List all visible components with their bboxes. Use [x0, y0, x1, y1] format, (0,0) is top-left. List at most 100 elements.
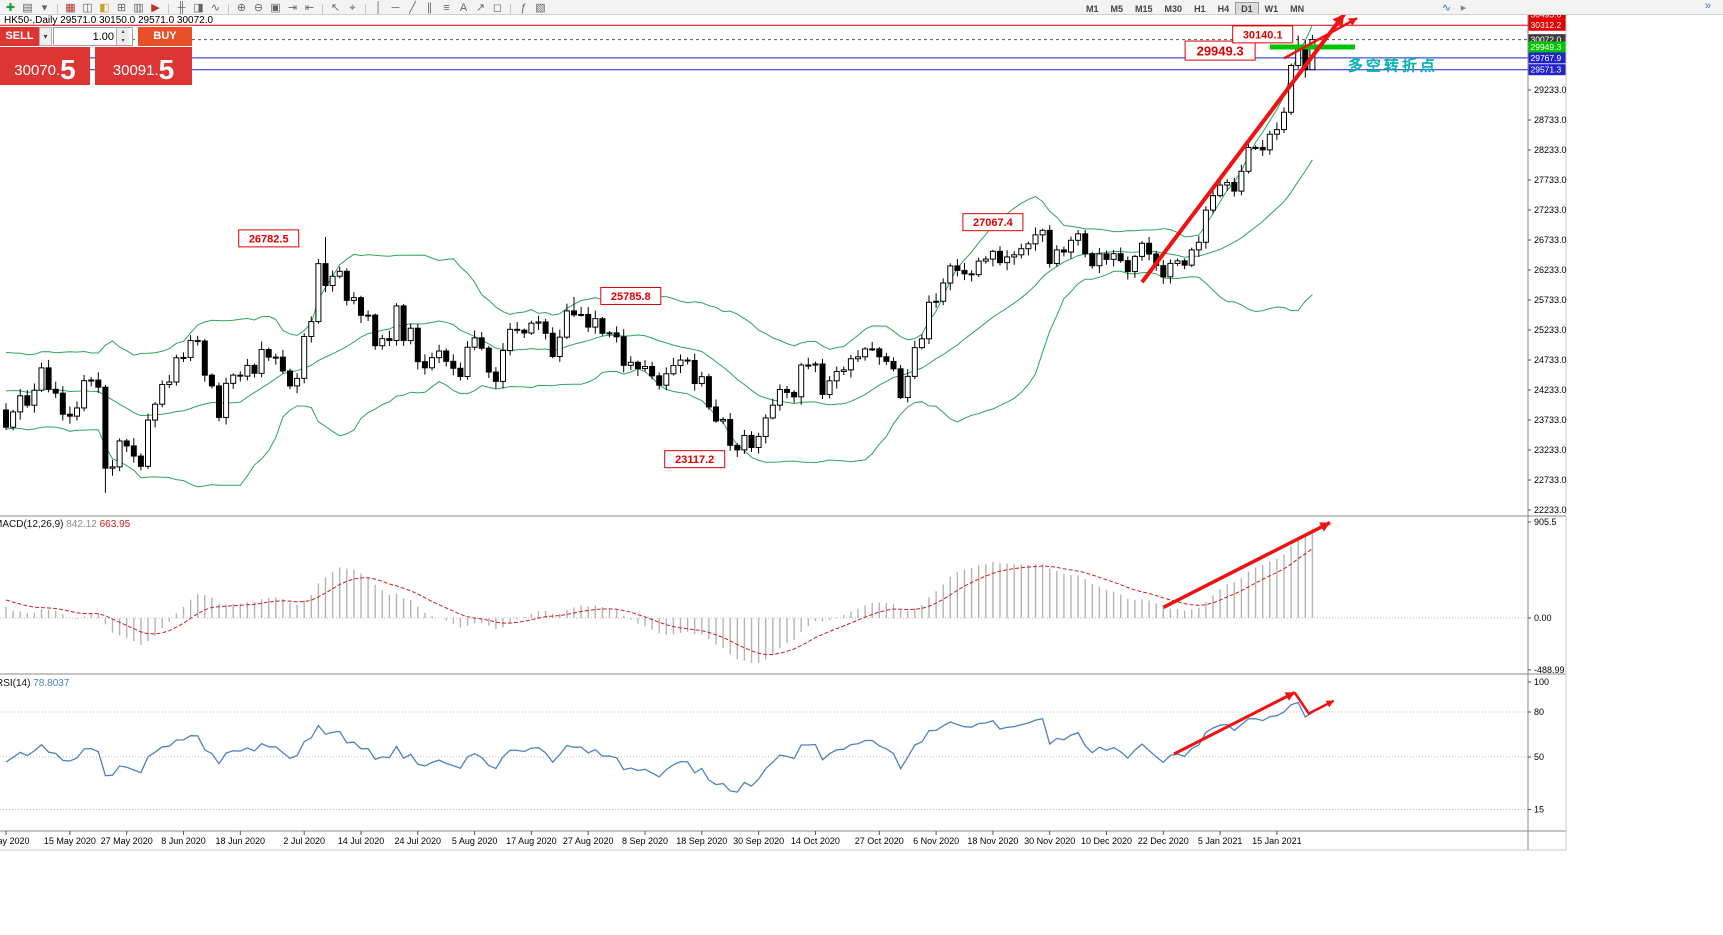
svg-text:27233.0: 27233.0 [1534, 205, 1567, 215]
sell-price-dot: . [55, 62, 61, 79]
channel-icon[interactable]: ∥ [426, 2, 433, 14]
date-tick-label: 5 Jan 2021 [1198, 836, 1243, 846]
price-callout[interactable]: 30140.1 [1232, 25, 1294, 44]
macd-indicator-label: MACD(12,26,9) 842.12 663.95 [0, 519, 130, 530]
date-tick-label: 14 Oct 2020 [791, 836, 840, 846]
one-click-trading-panel: SELL ▾ ▴ ▾ BUY 30070.5 30091.5 [0, 27, 192, 85]
sell-price-display[interactable]: 30070. 5 [0, 47, 90, 85]
trend-arrow[interactable] [1162, 521, 1331, 609]
shapes-icon[interactable]: ◻ [492, 2, 503, 14]
volume-input[interactable] [54, 28, 116, 45]
timeframe-button-d1[interactable]: D1 [1235, 2, 1259, 14]
templates-icon[interactable]: ▧ [535, 2, 546, 14]
main-price-panel[interactable] [0, 14, 1528, 493]
svg-text:28233.0: 28233.0 [1534, 145, 1567, 155]
autotrading-icon[interactable]: ▶ [151, 2, 160, 14]
svg-text:905.5: 905.5 [1534, 517, 1557, 527]
arrows-tool-icon[interactable]: ↗ [475, 2, 486, 14]
macd-name: MACD(12,26,9) [0, 519, 64, 530]
svg-text:25785.8: 25785.8 [611, 291, 651, 303]
svg-text:26733.0: 26733.0 [1534, 235, 1567, 245]
date-tick-label: 27 May 2020 [101, 836, 153, 846]
buy-price-display[interactable]: 30091. 5 [95, 47, 192, 85]
trend-arrow[interactable] [1173, 691, 1296, 756]
price-axis[interactable]: 29233.0 28733.0 28233.0 27733.0 27233.0 26733… [0, 8, 1567, 851]
svg-text:25233.0: 25233.0 [1534, 325, 1567, 335]
svg-text:-488.99: -488.99 [1534, 665, 1565, 675]
timeframe-button-w1[interactable]: W1 [1264, 4, 1279, 14]
price-callout-labels[interactable]: 26782.5 25785.8 23117.2 27067.4 29949.3 30140… [238, 25, 1294, 469]
order-type-dropdown[interactable]: ▾ [39, 27, 52, 46]
volume-decrease-button[interactable]: ▾ [117, 36, 129, 45]
rsi-current-value: 78.8037 [33, 678, 70, 689]
date-tick-label: 4 May 2020 [0, 836, 30, 846]
date-tick-label: 8 Sep 2020 [622, 836, 668, 846]
date-tick-label: 18 Sep 2020 [676, 836, 727, 846]
svg-text:30072.0: 30072.0 [1531, 35, 1562, 45]
rsi-panel[interactable] [0, 701, 1528, 810]
volume-increase-button[interactable]: ▴ [117, 28, 129, 37]
price-callout[interactable]: 26782.5 [238, 229, 300, 248]
cursor-icon[interactable]: ↖ [330, 2, 341, 14]
autoscroll-icon[interactable]: ⇥ [287, 2, 298, 14]
new-order-icon[interactable]: ✚ [5, 2, 16, 14]
timeframe-button-mn[interactable]: MN [1290, 4, 1305, 14]
buy-price-int: 30091 [112, 62, 155, 79]
terminal-icon[interactable]: ⊞ [116, 2, 127, 14]
sell-price-int: 30070 [14, 62, 56, 79]
price-callout[interactable]: 27067.4 [962, 213, 1024, 232]
scroll-right-icon[interactable]: ▸ [1460, 2, 1467, 14]
strategy-tester-icon[interactable]: ▥ [133, 2, 144, 14]
timeframe-button-h1[interactable]: H1 [1194, 4, 1206, 14]
macd-panel[interactable] [0, 528, 1528, 664]
candlestick-chart-icon[interactable]: ◨ [193, 2, 204, 14]
trend-arrow[interactable] [1140, 12, 1346, 284]
new-chart-icon[interactable]: ▤ [22, 2, 33, 14]
drawing-objects-layer[interactable]: 26782.5 25785.8 23117.2 27067.4 29949.3 30140… [238, 12, 1438, 756]
toolbar-separator [57, 3, 58, 14]
macd-signal-value: 663.95 [99, 519, 131, 530]
price-callout[interactable]: 29949.3 [1184, 40, 1256, 61]
cn-annotation-text[interactable]: 多空转折点 [1348, 57, 1438, 75]
line-chart-icon[interactable]: ∿ [210, 2, 221, 14]
data-window-icon[interactable]: ◫ [82, 2, 93, 14]
text-label-icon[interactable]: A [459, 2, 468, 14]
timeframe-button-m30[interactable]: M30 [1164, 4, 1183, 14]
price-axis-marker: 30312.2 [1528, 19, 1566, 31]
toolbar-overflow-icon[interactable]: » [1704, 0, 1711, 12]
timeframe-button-m15[interactable]: M15 [1135, 4, 1153, 14]
trendline-icon[interactable]: ╱ [409, 2, 416, 14]
navigator-icon[interactable]: ◧ [99, 2, 110, 14]
tile-windows-icon[interactable]: ▣ [270, 2, 281, 14]
sell-button[interactable]: SELL [0, 27, 39, 46]
trend-arrow[interactable] [1293, 691, 1335, 716]
price-callout[interactable]: 23117.2 [664, 450, 726, 469]
date-tick-label: 27 Aug 2020 [563, 836, 614, 846]
zoom-out-icon[interactable]: ⊖ [253, 2, 264, 14]
chart-profiles-icon[interactable]: ▾ [41, 2, 48, 14]
timeframe-button-m5[interactable]: M5 [1110, 4, 1124, 14]
buy-button[interactable]: BUY [138, 27, 192, 46]
timeframe-button-h4[interactable]: H4 [1217, 4, 1230, 14]
horizontal-line-icon[interactable]: ─ [391, 2, 400, 14]
chart-shift-icon[interactable]: ⇤ [304, 2, 315, 14]
date-axis[interactable]: 4 May 2020 15 May 2020 27 May 2020 8 Jun 20… [0, 831, 1302, 846]
toolbar-separator [510, 3, 511, 14]
price-callout[interactable]: 25785.8 [600, 286, 662, 305]
bar-chart-icon[interactable]: ╫ [177, 2, 186, 14]
macd-main-value: 842.12 [66, 519, 97, 530]
date-tick-label: 18 Nov 2020 [967, 836, 1018, 846]
timeframe-button-m1[interactable]: M1 [1086, 4, 1099, 14]
chevron-down-icon: ▾ [43, 32, 48, 41]
trend-arrow[interactable] [1283, 17, 1358, 60]
zoom-in-icon[interactable]: ⊕ [236, 2, 247, 14]
market-watch-icon[interactable]: ▦ [65, 2, 76, 14]
indicators-icon[interactable]: ƒ [520, 2, 527, 14]
wave-tool-icon[interactable]: ∿ [1441, 2, 1452, 14]
fibonacci-icon[interactable]: ≡ [443, 2, 450, 14]
crosshair-icon[interactable]: ⌖ [349, 2, 356, 14]
vertical-line-icon[interactable]: │ [375, 2, 382, 14]
date-tick-label: 15 May 2020 [44, 836, 96, 846]
date-tick-label: 8 Jun 2020 [161, 836, 206, 846]
